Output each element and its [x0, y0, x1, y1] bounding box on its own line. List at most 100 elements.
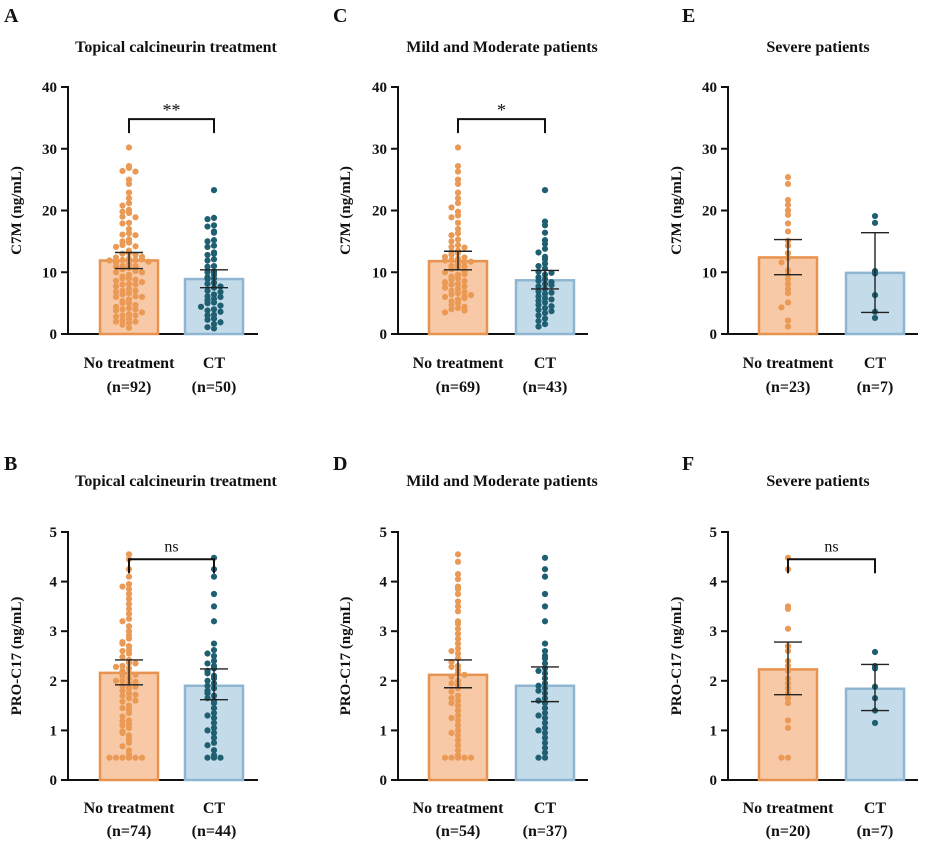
- data-point: [119, 672, 126, 679]
- panel-c: C Mild and Moderate patients C7M (ng/mL) 0 1…: [333, 5, 598, 396]
- data-point: [210, 739, 218, 746]
- data-point: [210, 734, 218, 741]
- data-point: [541, 566, 549, 573]
- data-point: [541, 652, 549, 660]
- y-tick-label: 3: [380, 624, 388, 640]
- x-category-label: CT: [203, 800, 226, 817]
- data-point: [204, 269, 211, 276]
- data-point: [541, 704, 549, 712]
- data-point: [125, 195, 133, 202]
- data-point: [541, 744, 549, 751]
- data-point: [210, 724, 218, 732]
- data-point: [541, 554, 549, 561]
- data-point: [132, 251, 139, 259]
- data-point: [210, 729, 218, 736]
- data-point: [125, 176, 133, 183]
- data-point: [210, 229, 218, 236]
- data-point: [535, 754, 542, 761]
- data-point: [119, 583, 126, 590]
- data-point: [132, 671, 139, 678]
- x-category-n: (n=74): [107, 823, 152, 840]
- data-point: [541, 295, 549, 302]
- data-point: [138, 309, 146, 316]
- data-point: [119, 167, 126, 175]
- data-point: [204, 727, 211, 734]
- data-point: [535, 262, 542, 270]
- data-point: [119, 687, 126, 694]
- data-point: [454, 571, 462, 578]
- data-point: [467, 291, 475, 299]
- data-point: [461, 277, 468, 284]
- data-point: [454, 275, 462, 282]
- data-point: [871, 219, 879, 226]
- data-point: [125, 600, 133, 608]
- data-point: [778, 304, 785, 311]
- data-point: [125, 695, 133, 702]
- data-point: [784, 180, 792, 188]
- data-point: [125, 304, 133, 312]
- data-point: [461, 295, 468, 302]
- x-category-n: (n=23): [766, 379, 811, 396]
- data-point: [132, 232, 139, 239]
- x-category-n: (n=44): [192, 823, 237, 840]
- panel-title: Topical calcineurin treatment: [75, 39, 277, 56]
- data-point: [784, 625, 792, 632]
- data-point: [204, 690, 211, 697]
- data-point: [119, 256, 126, 263]
- data-point: [119, 647, 126, 655]
- data-point: [448, 281, 455, 288]
- data-point: [461, 754, 468, 761]
- data-point: [454, 551, 462, 558]
- data-point: [204, 670, 211, 677]
- data-point: [448, 306, 455, 313]
- panel-letter: C: [333, 5, 347, 27]
- x-category-n: (n=37): [523, 823, 568, 840]
- data-point: [125, 180, 133, 188]
- data-point: [210, 325, 218, 332]
- data-point: [535, 317, 542, 325]
- data-point: [448, 663, 455, 671]
- data-point: [204, 682, 211, 689]
- data-point: [454, 650, 462, 657]
- data-point: [119, 291, 126, 298]
- data-point: [541, 739, 549, 746]
- data-point: [454, 722, 462, 729]
- x-category-label: CT: [203, 355, 226, 372]
- data-point: [210, 709, 218, 717]
- data-point: [125, 605, 133, 612]
- data-point: [125, 724, 133, 732]
- data-point: [125, 300, 133, 307]
- data-point: [125, 585, 133, 593]
- data-point: [138, 256, 146, 263]
- data-point: [112, 754, 120, 761]
- data-point: [210, 306, 218, 313]
- y-axis-label: PRO-C17 (ng/mL): [669, 597, 685, 716]
- data-point: [125, 280, 133, 288]
- data-point: [106, 754, 113, 761]
- significance-label: ns: [164, 538, 178, 555]
- data-point: [461, 244, 468, 251]
- data-point: [112, 313, 120, 320]
- data-point: [210, 618, 218, 625]
- data-point: [125, 610, 133, 617]
- data-point: [784, 211, 792, 218]
- data-point: [125, 754, 133, 761]
- data-point: [125, 219, 133, 226]
- data-point: [448, 214, 455, 221]
- y-axis-label: C7M (ng/mL): [669, 166, 685, 255]
- data-point: [132, 660, 139, 667]
- y-tick-label: 10: [42, 265, 57, 281]
- data-point: [541, 714, 549, 722]
- data-point: [204, 287, 211, 294]
- data-point: [541, 749, 549, 756]
- data-point: [448, 238, 455, 245]
- x-category-label: CT: [864, 355, 887, 372]
- data-point: [448, 754, 455, 761]
- data-point: [204, 280, 211, 288]
- y-tick-label: 0: [50, 327, 58, 343]
- data-point: [204, 275, 211, 283]
- y-tick-label: 20: [42, 204, 57, 220]
- y-tick-label: 1: [710, 723, 718, 739]
- data-point: [125, 239, 133, 246]
